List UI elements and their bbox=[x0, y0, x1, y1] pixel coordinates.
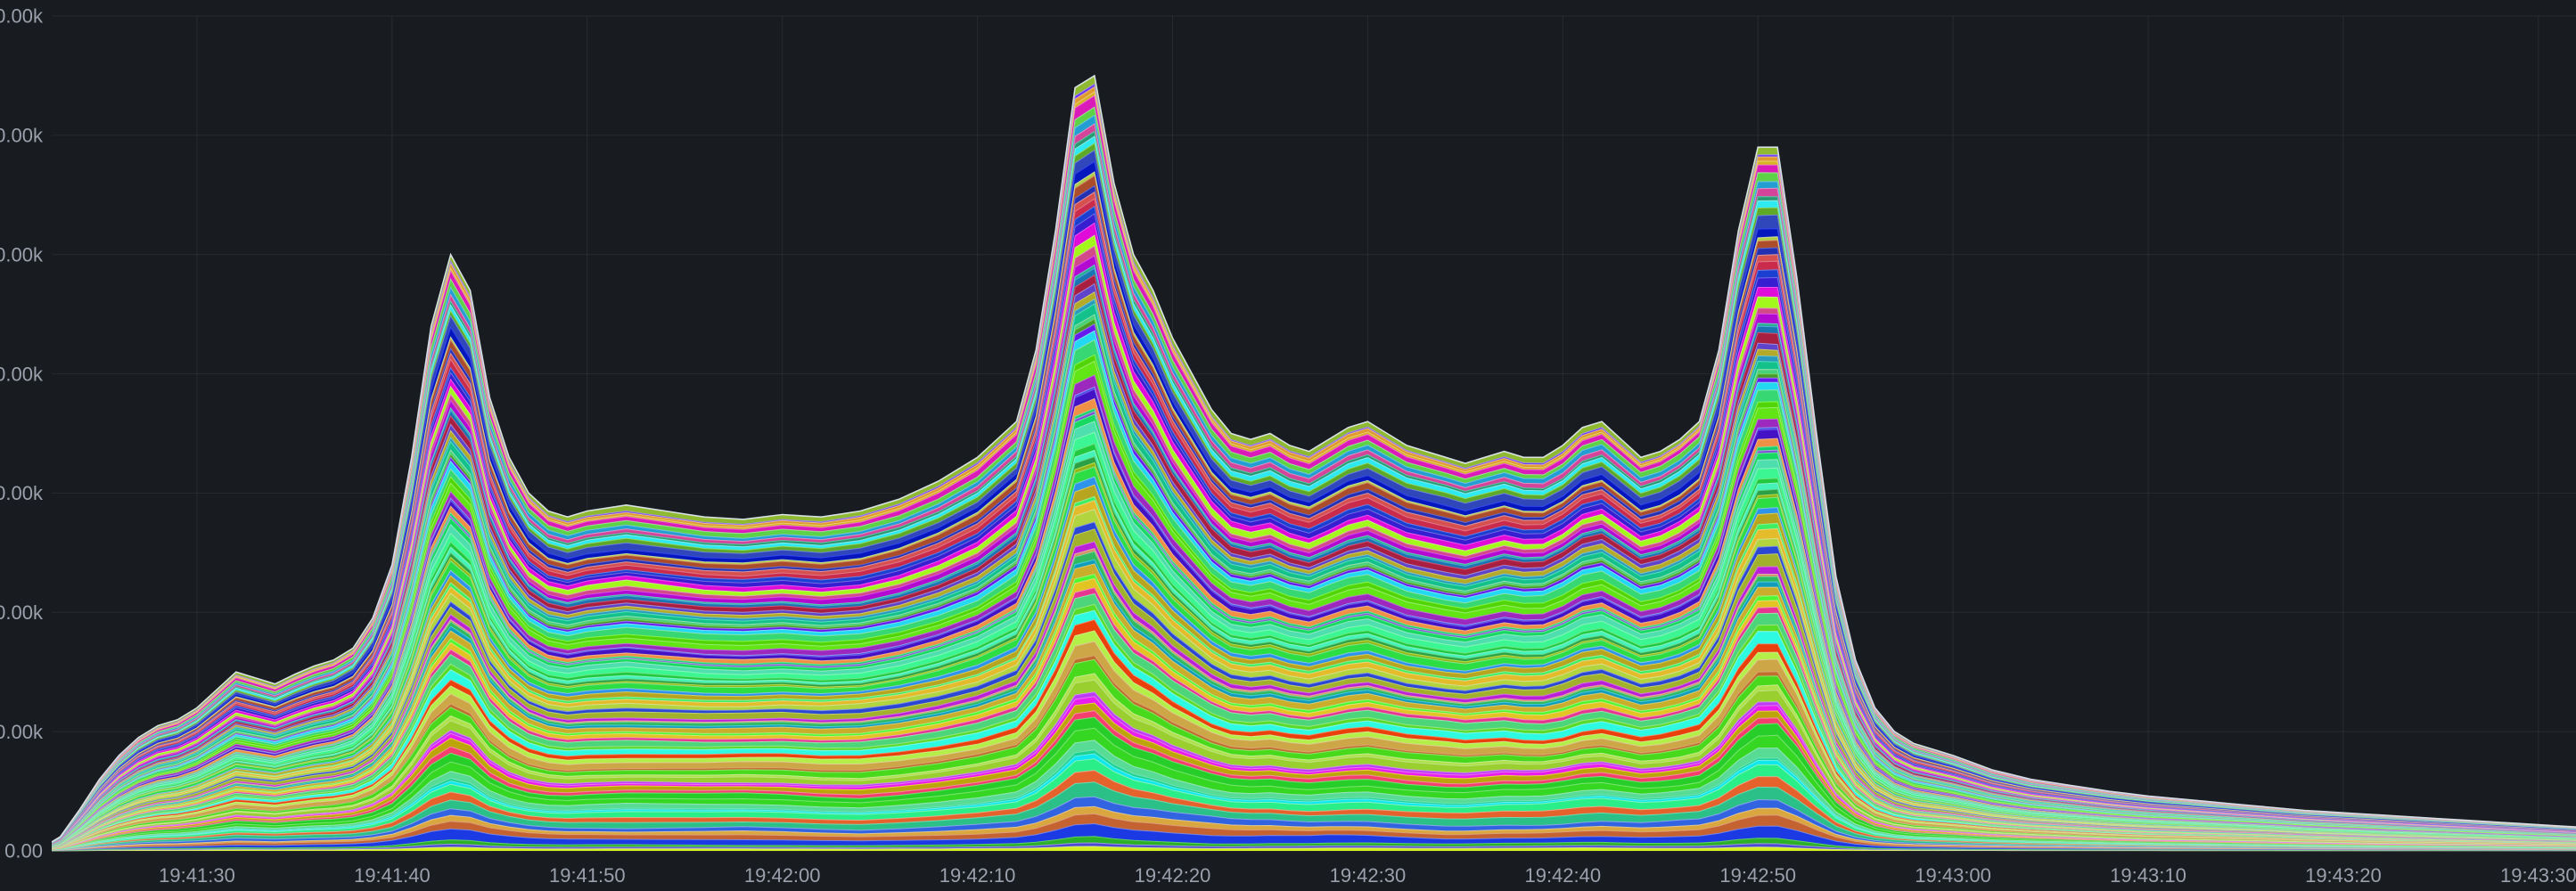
series-band bbox=[52, 176, 2576, 844]
series-band bbox=[52, 659, 2576, 849]
x-tick-label: 19:42:30 bbox=[1330, 864, 1407, 887]
series-band bbox=[52, 806, 2576, 851]
series-band bbox=[52, 456, 2576, 847]
x-tick-label: 19:42:10 bbox=[939, 864, 1016, 887]
series-band bbox=[52, 421, 2576, 846]
series-band bbox=[52, 432, 2576, 846]
series-band bbox=[52, 797, 2576, 851]
chart-series-edges bbox=[52, 74, 2576, 852]
series-band bbox=[52, 604, 2576, 848]
series-band bbox=[52, 587, 2576, 848]
y-tick-label: 600.00k bbox=[0, 125, 44, 147]
series-band bbox=[52, 150, 2576, 844]
y-tick-label: 400.00k bbox=[0, 363, 44, 385]
series-band bbox=[52, 813, 2576, 851]
y-axis-labels: 0.00 100.00k 200.00k 300.00k 400.00k 500.00k 6… bbox=[0, 5, 44, 862]
y-tick-label: 100.00k bbox=[0, 721, 44, 743]
total-envelope-line bbox=[52, 74, 2576, 843]
y-tick-label: 700.00k bbox=[0, 5, 44, 28]
x-tick-label: 19:42:40 bbox=[1524, 864, 1601, 887]
x-tick-label: 19:42:00 bbox=[744, 864, 821, 887]
series-band bbox=[52, 846, 2576, 851]
x-tick-label: 19:43:00 bbox=[1915, 864, 1991, 887]
series-band bbox=[52, 710, 2576, 850]
x-tick-label: 19:43:10 bbox=[2110, 864, 2186, 887]
series-band bbox=[52, 398, 2576, 846]
x-tick-label: 19:41:40 bbox=[354, 864, 431, 887]
series-band bbox=[52, 339, 2576, 846]
series-band bbox=[52, 388, 2576, 846]
series-band bbox=[52, 574, 2576, 848]
x-tick-label: 19:42:50 bbox=[1719, 864, 1796, 887]
series-band bbox=[52, 143, 2576, 844]
series-band bbox=[52, 161, 2576, 844]
series-band bbox=[52, 331, 2576, 846]
series-band bbox=[52, 462, 2576, 847]
series-band bbox=[52, 496, 2576, 847]
series-band bbox=[52, 696, 2576, 850]
series-band bbox=[52, 717, 2576, 850]
series-band bbox=[52, 578, 2576, 848]
series-band bbox=[52, 528, 2576, 848]
series-band bbox=[52, 691, 2576, 850]
series-band bbox=[52, 680, 2576, 849]
x-tick-label: 19:41:50 bbox=[549, 864, 626, 887]
series-band bbox=[52, 374, 2576, 846]
series-band bbox=[52, 411, 2576, 846]
series-band bbox=[52, 655, 2576, 849]
series-band bbox=[52, 361, 2576, 846]
series-band bbox=[52, 541, 2576, 848]
x-tick-label: 19:41:30 bbox=[159, 864, 235, 887]
series-band bbox=[52, 673, 2576, 849]
y-tick-label: 200.00k bbox=[0, 601, 44, 624]
series-band bbox=[52, 593, 2576, 848]
x-tick-label: 19:43:20 bbox=[2305, 864, 2382, 887]
x-axis-labels: 19:41:30 19:41:40 19:41:50 19:42:00 19:42:10… bbox=[159, 864, 2576, 887]
series-band bbox=[52, 192, 2576, 844]
series-band bbox=[52, 355, 2576, 846]
series-band bbox=[52, 467, 2576, 847]
series-band bbox=[52, 521, 2576, 847]
series-band bbox=[52, 315, 2576, 846]
series-band bbox=[52, 199, 2576, 844]
series-band bbox=[52, 703, 2576, 850]
series-band bbox=[52, 843, 2576, 851]
series-band bbox=[52, 500, 2576, 847]
y-tick-label: 500.00k bbox=[0, 243, 44, 266]
series-band bbox=[52, 641, 2576, 849]
series-band bbox=[52, 444, 2576, 846]
series-band bbox=[52, 823, 2576, 851]
series-band bbox=[52, 185, 2576, 844]
x-tick-label: 19:42:20 bbox=[1135, 864, 1211, 887]
series-band bbox=[52, 414, 2576, 846]
x-tick-label: 19:43:30 bbox=[2500, 864, 2576, 887]
y-tick-label: 300.00k bbox=[0, 482, 44, 504]
series-band bbox=[52, 450, 2576, 847]
y-tick-label: 0.00 bbox=[4, 840, 43, 862]
series-band bbox=[52, 323, 2576, 846]
series-band bbox=[52, 781, 2576, 851]
series-band bbox=[52, 563, 2576, 848]
